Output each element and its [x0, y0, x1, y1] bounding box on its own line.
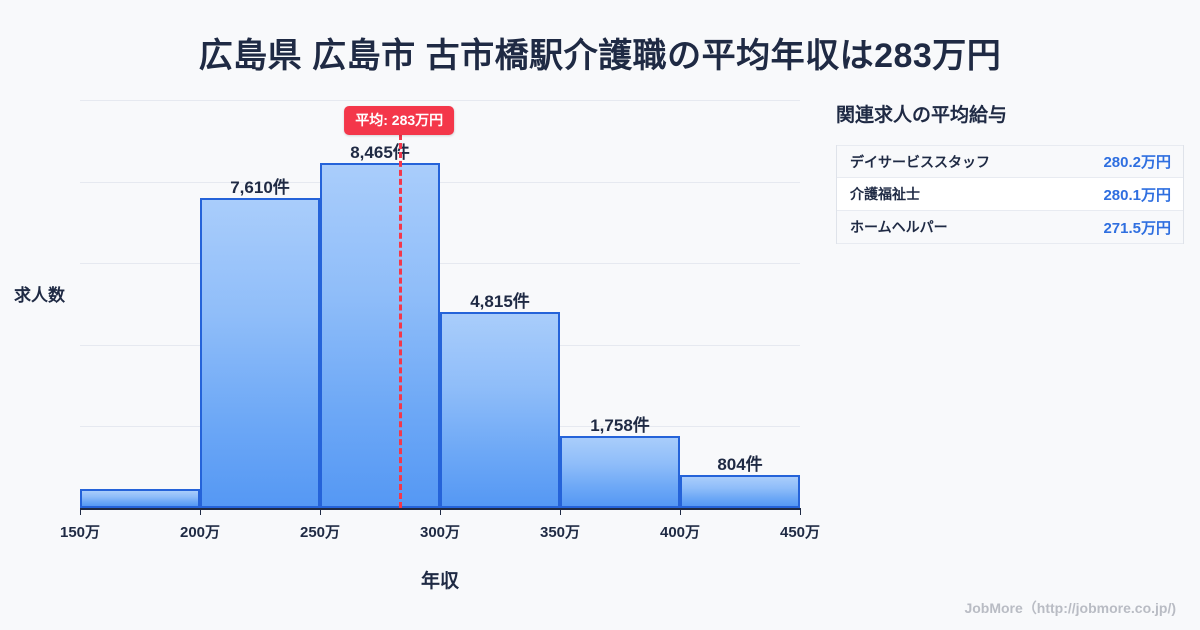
gridline [80, 100, 800, 101]
x-tick-label: 350万 [539, 524, 581, 541]
related-job-salary: 271.5万円 [1103, 219, 1171, 237]
table-row[interactable]: 介護福祉士 280.1万円 [837, 178, 1183, 211]
bar-value-label: 7,610件 [230, 177, 290, 197]
histogram-bar [560, 436, 680, 508]
related-job-name: ホームヘルパー [850, 219, 948, 235]
x-tick-label: 450万 [779, 524, 821, 541]
x-tick [320, 508, 321, 515]
x-tick-label: 250万 [299, 524, 341, 541]
bar-value-label: 8,465件 [350, 142, 410, 162]
table-row[interactable]: デイサービススタッフ 280.2万円 [837, 145, 1183, 178]
gridline [80, 263, 800, 264]
x-tick [800, 508, 801, 515]
related-job-name: 介護福祉士 [850, 186, 920, 202]
x-tick-label: 300万 [419, 524, 461, 541]
page-title: 広島県 広島市 古市橋駅介護職の平均年収は283万円 [198, 37, 1002, 75]
related-job-salary: 280.2万円 [1103, 154, 1171, 171]
related-job-salary: 280.1万円 [1103, 186, 1171, 204]
x-axis-label: 年収 [420, 571, 459, 592]
histogram-chart: 7,610件 8,465件 4,815件 1,758件 804件 150万 200万 250… [14, 100, 821, 592]
x-tick [440, 508, 441, 515]
gridline [80, 182, 800, 183]
x-tick-label: 400万 [659, 524, 701, 541]
histogram-bar [320, 162, 440, 508]
average-dashed-line [399, 134, 403, 508]
x-tick-label: 200万 [179, 524, 221, 541]
related-salary-panel: 関連求人の平均給与 デイサービススタッフ 280.2万円介護福祉士 280.1万円ホ… [836, 100, 1184, 244]
bar-value-label: 1,758件 [590, 416, 650, 436]
related-salary-table: デイサービススタッフ 280.2万円介護福祉士 280.1万円ホームヘルパー 271.… [836, 145, 1184, 244]
x-tick [80, 508, 81, 515]
related-job-name: デイサービススタッフ [850, 153, 990, 170]
bar-value-label: 804件 [717, 455, 763, 475]
x-tick [560, 508, 561, 515]
x-tick [680, 508, 681, 515]
panel-heading: 関連求人の平均給与 [836, 105, 1008, 126]
histogram-bar [80, 488, 200, 508]
histogram-bar [440, 311, 560, 508]
x-tick [200, 508, 201, 515]
bar-value-label: 4,815件 [470, 291, 530, 311]
table-row[interactable]: ホームヘルパー 271.5万円 [837, 211, 1183, 244]
y-axis-label: 求人数 [14, 286, 65, 305]
histogram-bar [680, 475, 800, 508]
average-badge: 平均: 283万円 [344, 106, 455, 135]
histogram-bar [200, 197, 320, 508]
watermark-footer: JobMore（http://jobmore.co.jp/) [964, 600, 1176, 616]
x-tick-label: 150万 [59, 524, 101, 541]
